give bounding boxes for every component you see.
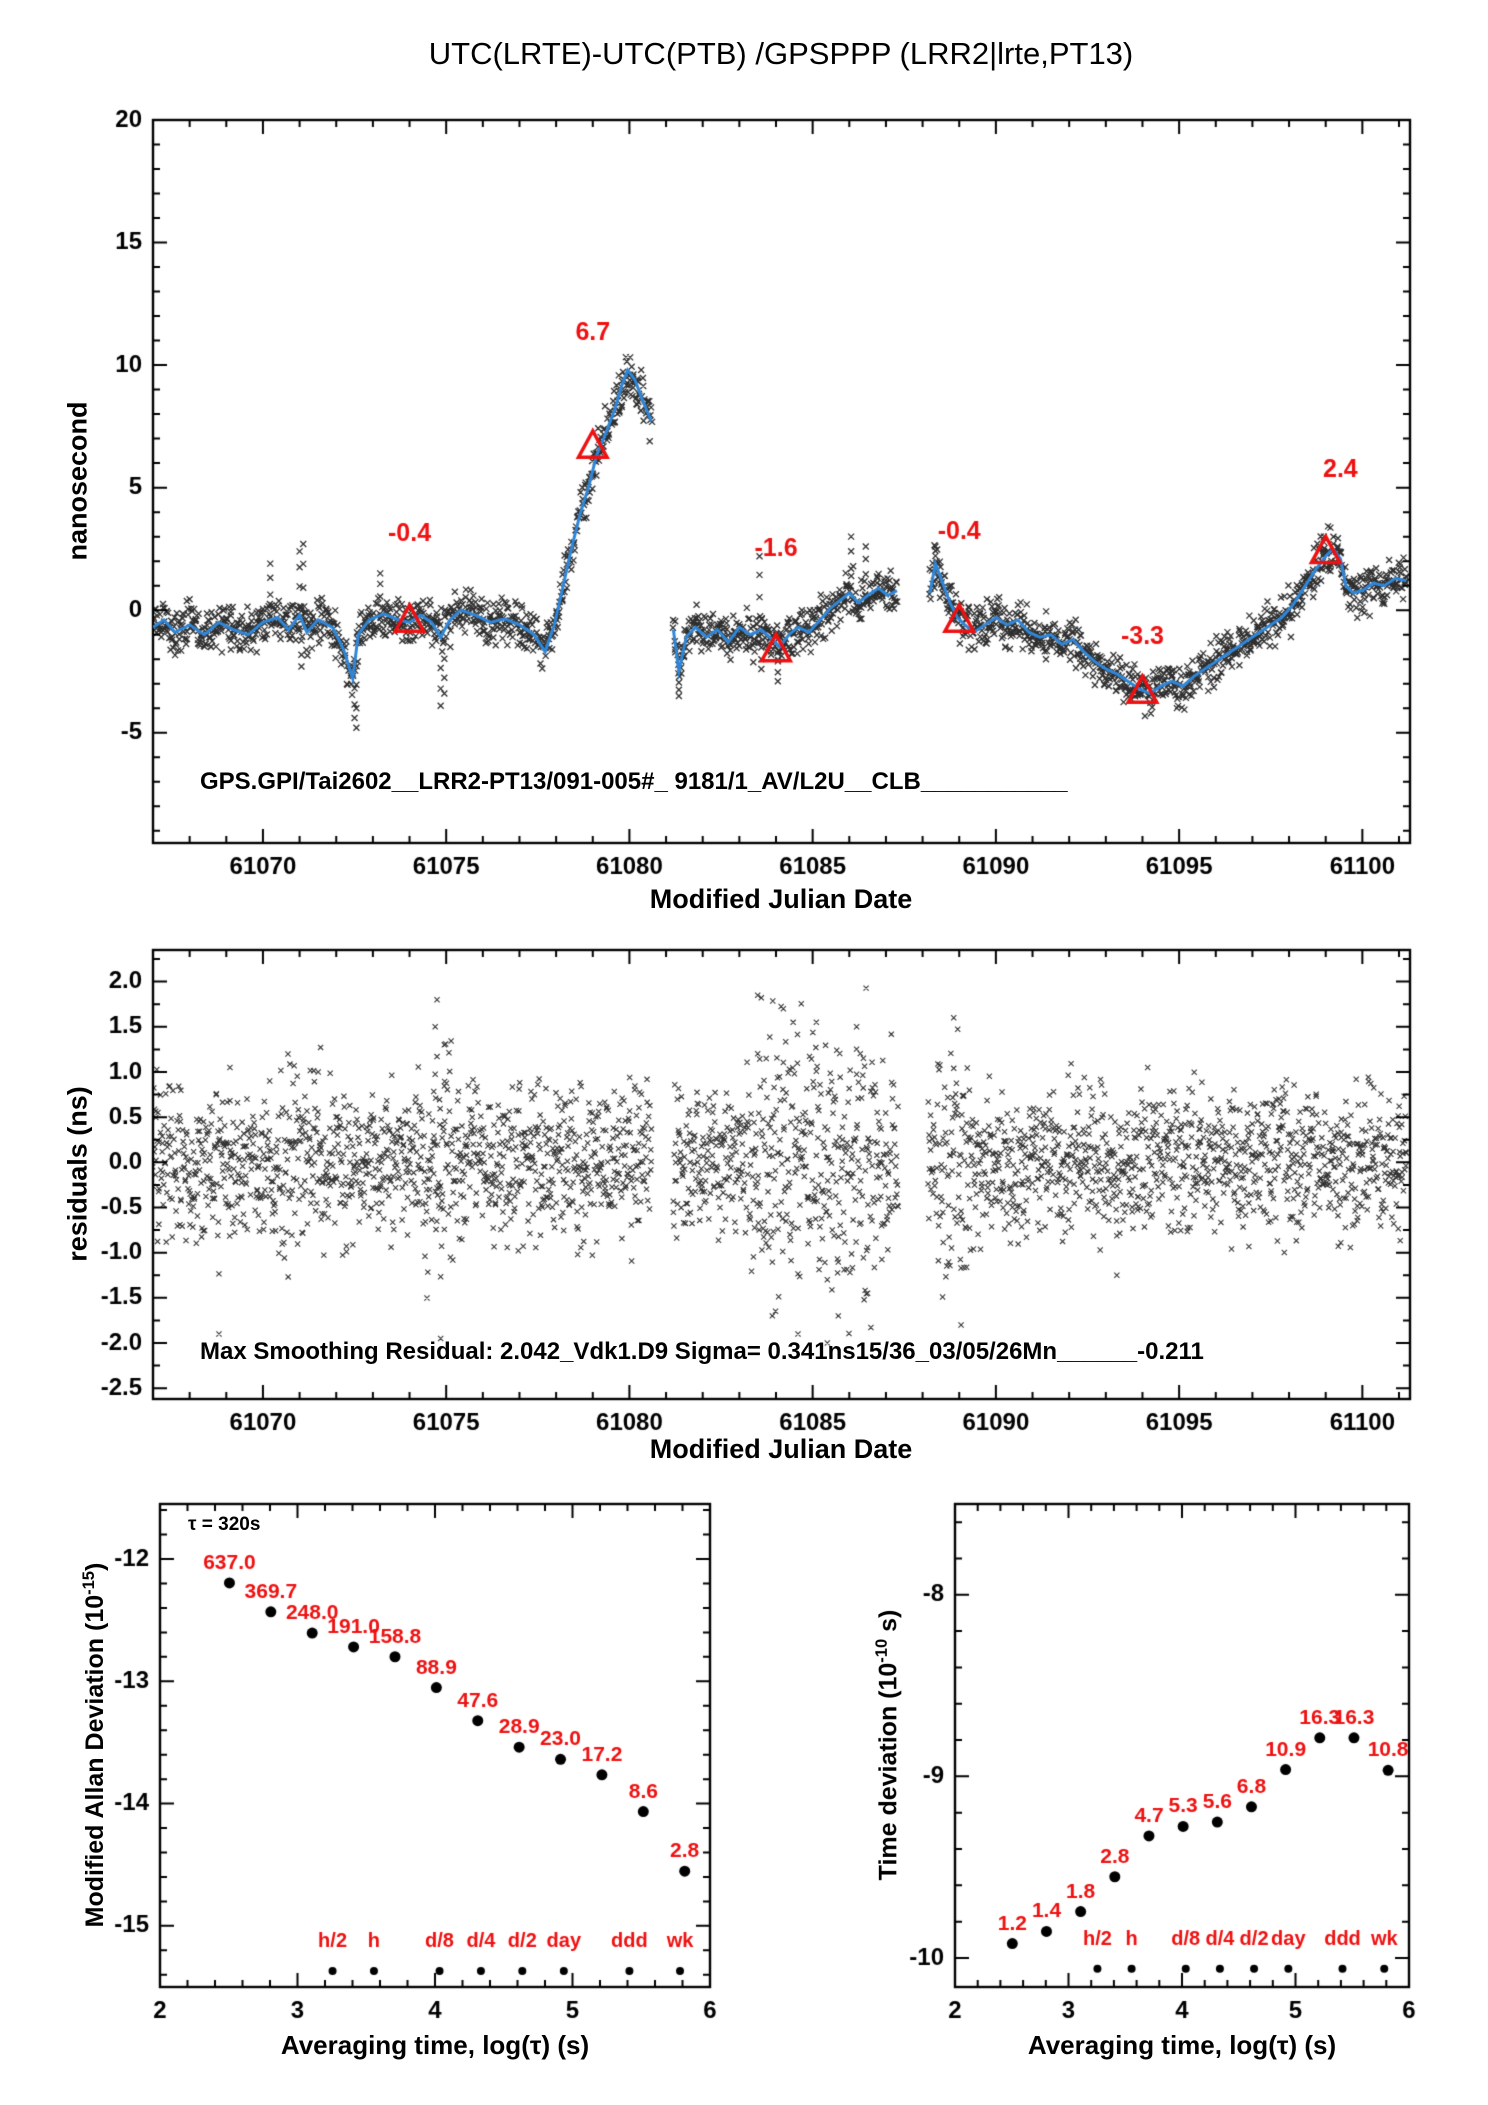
tdev-y-axis-label: Time deviation (10-10 s) — [873, 1610, 903, 1881]
mdev-y-axis-label-text: Modified Allan Deviation (10 — [81, 1594, 110, 1928]
residual-chart-x-axis-label: Modified Julian Date — [649, 1434, 913, 1464]
mdev-x-axis-label: Averaging time, log(τ) (s) — [280, 2030, 590, 2060]
tdev-x-axis-label: Averaging time, log(τ) (s) — [1027, 2030, 1337, 2060]
tdev-y-axis-label-suffix: s) — [874, 1609, 903, 1639]
residual-chart-annotation: Max Smoothing Residual: 2.042_Vdk1.D9 Si… — [200, 1338, 1204, 1365]
tau-note: τ = 320s — [188, 1514, 261, 1535]
mdev-y-axis-label: Modified Allan Deviation (10-15) — [80, 1563, 110, 1928]
top-chart-x-axis-label: Modified Julian Date — [649, 884, 913, 914]
tdev-y-axis-label-text: Time deviation (10 — [874, 1662, 903, 1881]
tdev-y-axis-exponent: -10 — [872, 1638, 891, 1663]
residual-chart-y-axis-label: residuals (ns) — [62, 1086, 93, 1262]
page-title: UTC(LRTE)-UTC(PTB) /GPSPPP (LRR2|lrte,PT… — [428, 36, 1134, 71]
top-chart-annotation: GPS.GPI/Tai2602__LRR2-PT13/091-005#_ 918… — [200, 768, 1068, 795]
mdev-y-axis-exponent: -15 — [79, 1571, 98, 1595]
mdev-y-axis-label-suffix: ) — [81, 1562, 110, 1572]
top-chart-y-axis-label: nanosecond — [62, 401, 93, 561]
